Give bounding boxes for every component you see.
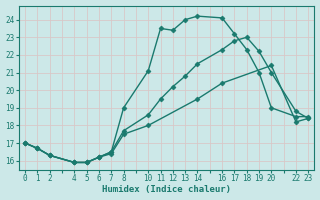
X-axis label: Humidex (Indice chaleur): Humidex (Indice chaleur): [102, 185, 231, 194]
